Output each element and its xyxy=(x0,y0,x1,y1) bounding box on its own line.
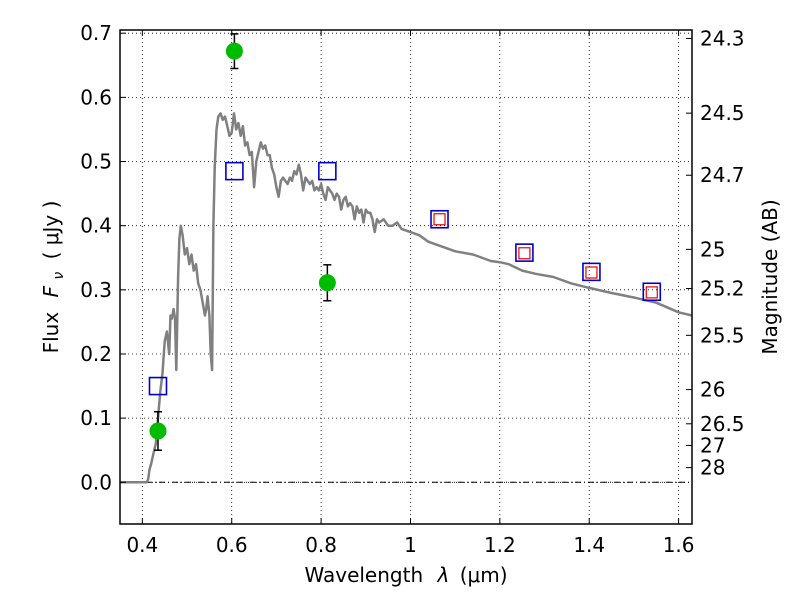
x-tick-label: 1 xyxy=(404,533,417,557)
x-axis-title: Wavelength λ (μm) xyxy=(304,563,507,587)
model-sed-line xyxy=(120,112,693,484)
y-axis-title-prefix: Flux xyxy=(39,312,63,354)
nir-photometry-square xyxy=(585,266,598,279)
y-tick-label: 0.1 xyxy=(80,406,112,430)
model-photometry-square xyxy=(148,376,168,396)
x-tick-label: 0.6 xyxy=(216,533,248,557)
y2-tick-label: 28 xyxy=(700,456,725,480)
y2-tick-label: 24.7 xyxy=(700,163,745,187)
y-tick-label: 0.5 xyxy=(80,150,112,174)
y-tick-label: 0.0 xyxy=(80,470,112,494)
model-photometry-square xyxy=(225,161,244,181)
y-axis-title-symbol: F xyxy=(39,285,63,297)
axis-ticks: 0.4 0.6 0.8 1 1.2 1.4 1.6 0.0 0.1 0.2 0.3 0.4 0.5 0.6… xyxy=(80,21,744,557)
y2-tick-label: 24.3 xyxy=(700,26,745,50)
y-axis-title: Flux F ν ( μJy ) xyxy=(39,201,68,354)
x-axis-title-prefix: Wavelength xyxy=(304,563,423,587)
y2-tick-label: 25.2 xyxy=(700,277,745,301)
x-tick-label: 1.6 xyxy=(663,533,695,557)
x-tick-label: 1.2 xyxy=(484,533,516,557)
y-tick-label: 0.6 xyxy=(80,85,112,109)
observed-point xyxy=(318,274,336,292)
y2-tick-label: 25.5 xyxy=(700,323,745,347)
model-photometry-square xyxy=(515,243,534,262)
nir-photometry-square xyxy=(518,247,531,260)
y2-tick-label: 24.5 xyxy=(700,101,745,125)
observed-point xyxy=(225,42,243,60)
model-photometry-square xyxy=(318,161,337,181)
y2-tick-label: 26.5 xyxy=(700,412,745,436)
nir-photometry-square xyxy=(433,213,446,226)
nir-photometry-square xyxy=(645,286,658,299)
model-photometry-square xyxy=(430,209,449,229)
y2-tick-label: 26 xyxy=(700,378,725,402)
x-tick-label: 0.4 xyxy=(126,533,158,557)
y-axis-title-subscript: ν xyxy=(51,272,67,280)
y-tick-label: 0.7 xyxy=(80,21,112,45)
observed-point xyxy=(149,422,167,440)
y-tick-label: 0.2 xyxy=(80,342,112,366)
model-photometry-square xyxy=(642,282,662,302)
x-axis-title-unit: (μm) xyxy=(460,563,508,587)
x-tick-label: 1.4 xyxy=(573,533,605,557)
x-axis-title-symbol: λ xyxy=(437,563,450,587)
y-tick-label: 0.3 xyxy=(80,278,112,302)
y2-tick-label: 27 xyxy=(700,433,725,457)
y-tick-label: 0.4 xyxy=(80,214,112,238)
series-layer xyxy=(120,33,693,484)
x-tick-label: 0.8 xyxy=(305,533,337,557)
model-photometry-square xyxy=(582,262,601,282)
y2-tick-label: 25 xyxy=(700,237,725,261)
plot-frame xyxy=(119,29,693,525)
y-axis-title-unit: ( μJy ) xyxy=(39,201,63,260)
y2-axis-title: Magnitude (AB) xyxy=(758,199,782,354)
